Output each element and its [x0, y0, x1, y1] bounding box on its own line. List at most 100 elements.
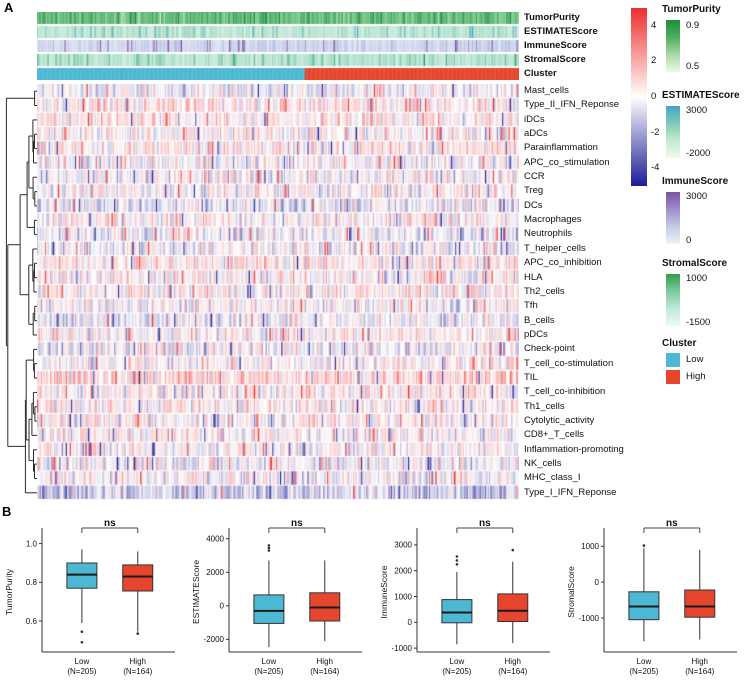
x-tick-label: High	[504, 657, 520, 666]
legend-label-estimatescore--2000: -2000	[686, 147, 711, 159]
row-label-idcs: iDCs	[524, 113, 545, 125]
row-label-th2-cells: Th2_cells	[524, 285, 565, 297]
x-tick-sublabel: (N=205)	[629, 667, 658, 676]
row-label-th1-cells: Th1_cells	[524, 400, 565, 412]
outlier-point	[267, 549, 271, 552]
outlier-point	[455, 559, 458, 562]
significance-bracket: ns	[268, 518, 326, 533]
legend-gradient-stromalscore	[666, 274, 680, 326]
box-group-high	[684, 549, 716, 640]
y-tick-label: 1.0	[26, 539, 38, 548]
x-tick-sublabel: (N=164)	[498, 667, 527, 676]
y-tick-label: 2000	[394, 567, 412, 576]
heatmap-body	[37, 84, 519, 500]
significance-bracket: ns	[81, 518, 139, 533]
x-tick-label: Low	[75, 657, 90, 666]
annotation-heatmap-tracks	[37, 12, 519, 80]
boxplot-svg-tumorpurity: 1.0 0.8 0.6 TumorPurity Low(N=205) High(N=164…	[4, 518, 175, 676]
row-label-cd8-t-cells: CD8+_T_cells	[524, 429, 584, 441]
row-label-type-ii-ifn-reponse: Type_II_IFN_Reponse	[524, 99, 620, 111]
legend-stromalscore: StromalScore 1000 -1500	[662, 258, 748, 330]
row-label-mast-cells: Mast_cells	[524, 85, 569, 96]
legend-label-immunescore-3000: 3000	[686, 191, 708, 203]
legend-gradient-estimatescore	[666, 106, 680, 158]
legend-label-stromalscore--1500: -1500	[686, 316, 711, 328]
colorbar-tick-2: 2	[651, 55, 657, 67]
row-label-macrophages: Macrophages	[524, 214, 582, 226]
significance-bracket: ns	[455, 518, 513, 533]
significance-label: ns	[666, 518, 678, 529]
legend-swatch-high	[666, 370, 680, 384]
box-group-high	[122, 551, 154, 635]
x-tick-sublabel: (N=205)	[67, 667, 96, 676]
y-tick-label: 0.6	[26, 617, 38, 626]
legend-title-cluster: Cluster	[662, 338, 697, 349]
row-label-check-point: Check-point	[524, 343, 575, 355]
row-label-apc-co-stimulation: APC_co_stimulation	[524, 156, 610, 168]
x-tick-label: Low	[636, 657, 651, 666]
legend-title-stromalscore: StromalScore	[662, 258, 728, 269]
legend-label-stromalscore-1000: 1000	[686, 273, 708, 285]
y-tick-label: 0	[594, 578, 599, 587]
outlier-point	[455, 563, 458, 566]
legend-swatch-low	[666, 353, 680, 367]
row-dendrogram	[5, 90, 37, 494]
colorbar-tick-0: 0	[651, 91, 657, 102]
row-label-ccr: CCR	[524, 171, 545, 183]
y-axis-label: TumorPurity	[4, 568, 14, 615]
outlier-point	[136, 632, 140, 635]
y-tick-label: 0	[220, 602, 225, 611]
x-tick-sublabel: (N=205)	[442, 667, 471, 676]
row-label-cytolytic-activity: Cytolytic_activity	[524, 414, 595, 426]
row-label-t-cell-co-stimulation: T_cell_co-stimulation	[524, 357, 614, 369]
y-axis-label: ImmuneScore	[379, 565, 389, 618]
row-label-apc-co-inhibition: APC_co_inhibition	[524, 257, 602, 269]
annotation-label-estimatescore: ESTIMATEScore	[524, 26, 598, 37]
box-group-low	[253, 544, 285, 647]
box-group-high	[496, 548, 528, 643]
legend-label-estimatescore-3000: 3000	[686, 105, 708, 117]
outlier-point	[642, 544, 645, 547]
y-tick-label: 1000	[581, 542, 599, 551]
significance-label: ns	[478, 518, 490, 529]
y-tick-label: 0	[407, 618, 412, 627]
row-label-t-cell-co-inhibition: T_cell_co-inhibition	[524, 386, 606, 398]
colorbar-tick-4: 4	[651, 19, 657, 31]
heatmap-colorbar	[631, 8, 647, 186]
significance-bracket: ns	[643, 518, 701, 533]
significance-label: ns	[291, 518, 303, 529]
x-tick-sublabel: (N=164)	[310, 667, 339, 676]
y-tick-label: 3000	[394, 541, 412, 550]
row-label-b-cells: B_cells	[524, 314, 555, 326]
row-label-adcs: aDCs	[524, 128, 548, 139]
boxplot-immunescore: 3000 2000 1000 0 -1000 ImmuneScore Low (N=205) H…	[375, 516, 562, 684]
row-label-t-helper-cells: T_helper_cells	[524, 242, 586, 254]
legend-estimatescore: ESTIMATEScore 3000 -2000	[662, 90, 748, 162]
legend-tumorpurity: TumorPurity 0.9 0.5	[662, 4, 748, 76]
x-tick-label: High	[317, 657, 333, 666]
boxplot-stromalscore: 1000 0 -1000 StromalScore Low (N=205) High (N=1…	[562, 516, 749, 684]
box-group-low	[440, 555, 472, 645]
x-tick-label: Low	[449, 657, 464, 666]
panel-a-label: A	[4, 0, 14, 15]
outlier-point	[455, 555, 458, 558]
y-tick-label: -1000	[391, 644, 412, 653]
annotation-label-cluster: Cluster	[524, 68, 557, 79]
legend-title-estimatescore: ESTIMATEScore	[662, 90, 740, 101]
y-tick-label: 1000	[394, 592, 412, 601]
colorbar-tick-neg4: -4	[651, 162, 660, 174]
legend-immunescore: ImmuneScore 3000 0	[662, 176, 748, 248]
row-label-nk-cells: NK_cells	[524, 458, 562, 469]
boxplot-row: 1.0 0.8 0.6 TumorPurity Low (N=205) High (N=164…	[0, 516, 749, 684]
x-tick-label: High	[691, 657, 707, 666]
boxplot-svg-estimatescore: 4000 2000 0 -2000 ESTIMATEScore Low(N=205) Hig…	[191, 518, 363, 676]
outlier-point	[510, 548, 514, 552]
y-tick-label: 0.8	[26, 578, 38, 587]
box-group-low	[628, 544, 660, 642]
legend-title-immunescore: ImmuneScore	[662, 176, 729, 187]
annotation-label-stromalscore: StromalScore	[524, 54, 586, 65]
row-label-hla: HLA	[524, 271, 543, 283]
colorbar-tick-neg2: -2	[651, 126, 660, 138]
legend-label-tumorpurity-0-9: 0.9	[686, 20, 700, 32]
